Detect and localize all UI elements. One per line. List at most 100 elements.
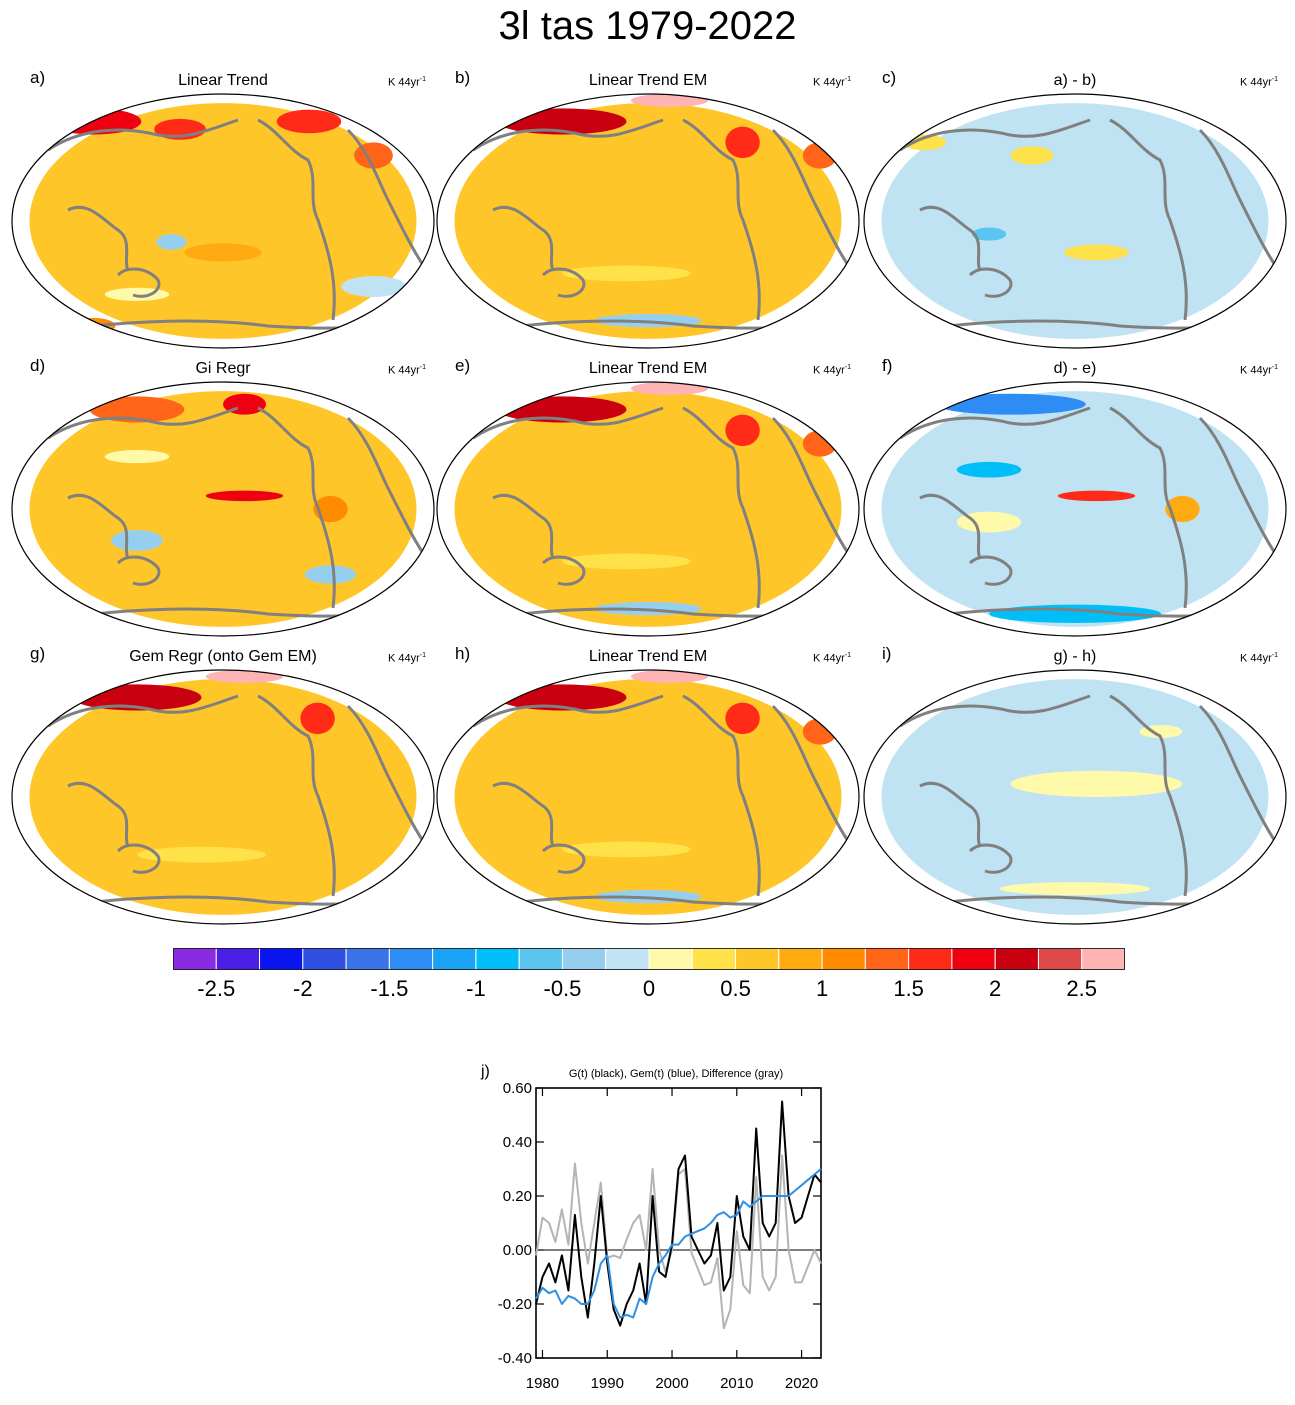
panel-units: K 44yr-1 (387, 652, 426, 665)
map-background-field (881, 679, 1269, 915)
panel-title: Gi Regr (195, 360, 251, 377)
map-anomaly-region (562, 265, 691, 282)
colorbar-border (173, 948, 1125, 970)
panel-units: K 44yr-1 (387, 76, 426, 89)
panel-letter: d) (30, 356, 46, 375)
map-anomaly-region (802, 718, 838, 745)
panel-title: Linear Trend EM (588, 648, 708, 665)
colorbar-swatch (864, 948, 910, 971)
y-tick-label: 0.00 (503, 1242, 532, 1259)
map-panel-b: b) Linear Trend EM K 44yr-1 (433, 62, 863, 349)
coastline (1198, 128, 1277, 266)
map-background-field (29, 391, 417, 627)
map-plot (436, 381, 860, 637)
coastline (771, 704, 850, 842)
colorbar-swatch (951, 948, 996, 971)
panel-letter: f) (882, 356, 893, 375)
map-anomaly-region (104, 450, 170, 464)
map-anomaly-region (725, 702, 760, 735)
x-tick-label: 2020 (785, 1375, 818, 1392)
timeseries-panel: j) G(t) (black), Gem(t) (blue), Differen… (456, 1060, 836, 1405)
coastline (472, 406, 664, 440)
map-anomaly-region (205, 490, 284, 502)
colorbar-tick-label: -1 (466, 976, 486, 1001)
coastline (682, 406, 761, 609)
coastline (968, 843, 1013, 874)
colorbar-swatch (1081, 948, 1125, 971)
coastline (47, 694, 239, 728)
coastline (67, 493, 130, 559)
coastline (899, 694, 1091, 728)
colorbar-tick-label: 0.5 (720, 976, 751, 1001)
map-anomaly-region (89, 396, 185, 423)
panel-title: Gem Regr (onto Gem EM) (129, 648, 317, 665)
series-line-gt (535, 1100, 822, 1327)
colorbar-swatch (173, 948, 217, 971)
map-anomaly-region (304, 565, 357, 584)
colorbar-tick-label: -2.5 (197, 976, 236, 1001)
coastline (1198, 704, 1277, 842)
map-panel-d: d) Gi Regr K 44yr-1 (8, 350, 438, 637)
map-anomaly-region (999, 882, 1151, 896)
coastline (919, 205, 982, 271)
panel-units: K 44yr-1 (1239, 76, 1278, 89)
map-anomaly-region (1064, 244, 1129, 261)
map-plot (436, 669, 860, 925)
map-outline (11, 93, 435, 349)
map-anomaly-region (300, 702, 335, 735)
coastline (257, 118, 336, 321)
map-panel-h: h) Linear Trend EM K 44yr-1 (433, 638, 863, 925)
map-anomaly-region (1010, 770, 1183, 797)
map-anomaly-region (903, 94, 989, 108)
coastline (47, 118, 239, 152)
map-anomaly-region (104, 287, 170, 301)
coastline (492, 493, 555, 559)
map-background-field (881, 103, 1269, 339)
panel-units: K 44yr-1 (812, 76, 851, 89)
map-outline (436, 669, 860, 925)
map-outline (11, 381, 435, 637)
map-anomaly-region (111, 529, 163, 551)
colorbar-tick-label: 0 (642, 976, 656, 1001)
timeseries-chart: j) G(t) (black), Gem(t) (blue), Differen… (480, 1063, 822, 1392)
panel-letter: a) (30, 68, 46, 87)
map-anomaly-region (156, 234, 187, 250)
x-tick-label: 1990 (591, 1375, 624, 1392)
panel-title: d) - e) (1053, 360, 1097, 377)
panel-letter: e) (455, 356, 471, 375)
colorbar-swatch (605, 948, 650, 971)
colorbar-swatch (561, 948, 607, 971)
colorbar-swatch (735, 948, 780, 971)
coastline (1198, 416, 1277, 554)
coastline (492, 781, 555, 847)
map-outline (436, 381, 860, 637)
map-plot (11, 381, 435, 637)
coastline (968, 267, 1013, 298)
colorbar-swatch (432, 948, 477, 971)
map-plot (11, 93, 435, 349)
colorbar-swatch (648, 948, 693, 971)
map-anomaly-region (802, 142, 838, 169)
colorbar (173, 948, 1125, 971)
map-anomaly-region (562, 841, 691, 858)
coastline (67, 205, 130, 271)
map-outline (863, 93, 1287, 349)
coastline (1109, 694, 1188, 897)
map-outline (11, 669, 435, 925)
map-panel-i: i) g) - h) K 44yr-1 (860, 638, 1290, 925)
map-panel-e: e) Linear Trend EM K 44yr-1 (433, 350, 863, 637)
map-background-field (454, 679, 842, 915)
colorbar-swatch (691, 948, 737, 971)
x-tick-label: 1980 (526, 1375, 559, 1392)
panel-title: a) - b) (1053, 72, 1097, 89)
map-anomaly-region (956, 511, 1022, 533)
map-plot (436, 93, 860, 349)
coastline (771, 416, 850, 554)
coastline (1109, 118, 1188, 321)
coastline (472, 694, 664, 728)
panel-title: g) - h) (1053, 648, 1097, 665)
coastline (346, 704, 425, 842)
map-plot (11, 669, 435, 925)
panel-units: K 44yr-1 (1239, 364, 1278, 377)
y-tick-label: -0.20 (498, 1296, 532, 1313)
